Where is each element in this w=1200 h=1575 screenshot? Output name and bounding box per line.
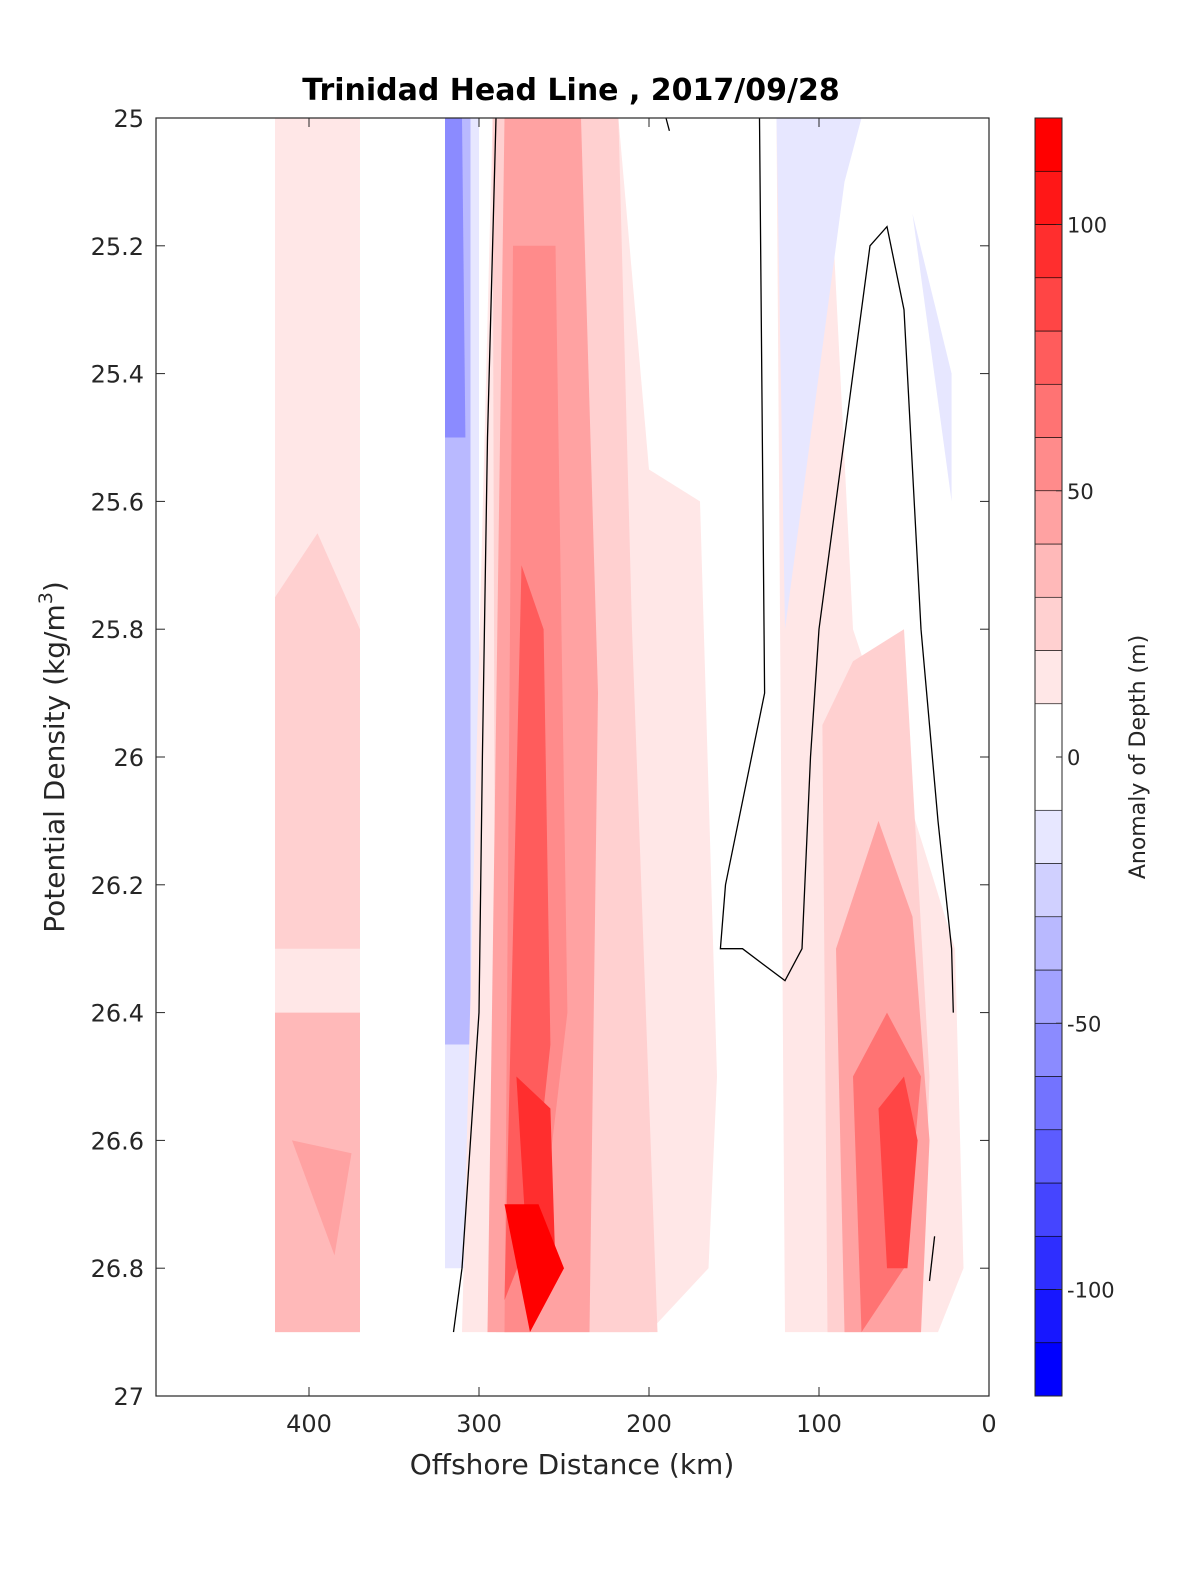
anomaly-region-18	[878, 1076, 918, 1269]
colorbar-swatch	[1034, 596, 1063, 651]
y-axis-label-superscript: 3	[35, 592, 57, 604]
colorbar: 100 50 0 -50 -100 Anomaly of Depth (m)	[1034, 117, 1151, 1397]
colorbar-swatch	[1034, 1076, 1063, 1131]
colorbar-tick-label: 100	[1067, 214, 1107, 238]
colorbar-swatch	[1034, 650, 1063, 705]
colorbar-label: Anomaly of Depth (m)	[1126, 635, 1151, 879]
colorbar-swatch	[1034, 1235, 1063, 1290]
colorbar-swatch	[1034, 437, 1063, 492]
anomaly-region-19	[776, 118, 862, 630]
colorbar-tick-label: -100	[1067, 1279, 1115, 1303]
anomaly-region-6	[445, 118, 466, 438]
colorbar-swatch	[1034, 1129, 1063, 1184]
zero-contour-2	[665, 117, 671, 131]
zero-contour-layer	[452, 117, 954, 1333]
colorbar-swatch	[1034, 809, 1063, 864]
colorbar-swatch	[1034, 170, 1063, 225]
colorbar-swatch	[1034, 1342, 1063, 1397]
x-axis-ticks: 400 300 200 100 0	[286, 118, 997, 1438]
colorbar-swatch	[1034, 969, 1063, 1024]
colorbar-swatch	[1034, 117, 1063, 172]
zero-contour-3	[928, 1236, 936, 1282]
y-tick-label: 26	[113, 744, 144, 772]
colorbar-swatch	[1034, 383, 1063, 438]
colorbar-swatch	[1034, 277, 1063, 332]
y-tick-label: 26.8	[91, 1255, 144, 1283]
y-axis-label: Potential Density (kg/m3)	[35, 581, 71, 933]
y-tick-label: 25.4	[91, 361, 144, 389]
y-tick-label: 25	[113, 105, 144, 133]
y-tick-label: 25.6	[91, 488, 144, 516]
colorbar-swatch	[1034, 863, 1063, 918]
colorbar-swatch	[1034, 1182, 1063, 1237]
colorbar-swatch	[1034, 330, 1063, 385]
y-tick-label: 27	[113, 1383, 144, 1411]
colorbar-swatch	[1034, 490, 1063, 545]
x-tick-label: 0	[981, 1410, 996, 1438]
y-axis-label-suffix: )	[38, 581, 71, 592]
colorbar-ticks: 100 50 0 -50 -100	[1056, 214, 1115, 1303]
y-tick-label: 26.2	[91, 872, 144, 900]
y-tick-label: 26.6	[91, 1127, 144, 1155]
colorbar-tick-label: -50	[1067, 1012, 1101, 1036]
colorbar-swatch	[1034, 543, 1063, 598]
y-axis-ticks: 25 25.2 25.4 25.6 25.8 26 26.2 26.4 26.6 26.8 27	[91, 105, 989, 1411]
colorbar-swatch	[1034, 1289, 1063, 1344]
zero-contour-1	[719, 117, 954, 1013]
colorbar-swatches	[1034, 117, 1063, 1397]
y-tick-label: 25.2	[91, 233, 144, 261]
anomaly-region-20	[912, 213, 952, 502]
anomaly-region-3	[292, 1140, 352, 1256]
x-tick-label: 100	[796, 1410, 842, 1438]
y-tick-label: 25.8	[91, 616, 144, 644]
chart-title: Trinidad Head Line , 2017/09/28	[302, 73, 839, 108]
colorbar-swatch	[1034, 1022, 1063, 1077]
colorbar-tick-label: 0	[1067, 746, 1080, 770]
anomaly-region-1	[275, 533, 360, 949]
zero-contour-0	[452, 117, 497, 1333]
anomaly-fill-layer	[275, 118, 964, 1333]
x-axis-label: Offshore Distance (km)	[410, 1448, 735, 1481]
anomaly-region-13	[504, 1204, 564, 1333]
plot-area: 400 300 200 100 0 25 25.2 25.4 25.6 25.8 26 26.2 26…	[91, 105, 997, 1438]
y-tick-label: 26.4	[91, 1000, 144, 1028]
colorbar-swatch	[1034, 224, 1063, 279]
x-tick-label: 200	[626, 1410, 672, 1438]
x-tick-label: 400	[286, 1410, 332, 1438]
y-axis-label-main: Potential Density (kg/m	[38, 604, 71, 933]
colorbar-tick-label: 50	[1067, 480, 1094, 504]
x-tick-label: 300	[456, 1410, 502, 1438]
colorbar-swatch	[1034, 916, 1063, 971]
